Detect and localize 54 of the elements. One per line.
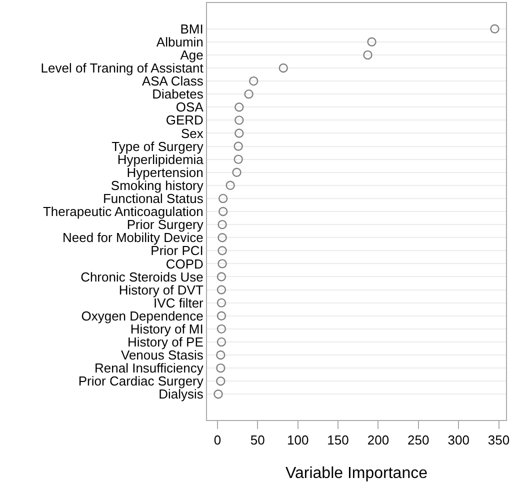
x-tick-label: 200	[367, 432, 390, 448]
point	[216, 311, 226, 320]
y-tick-label: Sex	[180, 126, 204, 141]
point	[278, 63, 288, 73]
point	[216, 376, 226, 386]
y-tick-label: Chronic Steroids Use	[80, 269, 204, 284]
y-tick-label: GERD	[166, 112, 204, 128]
point	[218, 194, 228, 204]
y-tick-label: Age	[180, 47, 204, 62]
point	[363, 50, 372, 60]
y-tick-label: Diabetes	[152, 86, 204, 102]
point	[218, 220, 227, 230]
x-axis-title: Variable Importance	[286, 465, 428, 482]
y-tick-label: OSA	[176, 100, 204, 115]
point	[234, 142, 243, 151]
x-tick-label: 100	[286, 432, 309, 448]
point	[234, 102, 244, 112]
point	[226, 180, 235, 190]
point	[234, 128, 244, 138]
point	[216, 363, 226, 373]
x-tick-label: 350	[488, 432, 510, 448]
point	[216, 337, 226, 347]
point	[218, 232, 227, 242]
point	[216, 272, 226, 282]
point	[214, 390, 223, 399]
point	[216, 350, 226, 360]
point	[490, 24, 500, 34]
point	[232, 168, 242, 177]
point	[216, 285, 226, 294]
point	[234, 116, 244, 125]
point	[218, 206, 228, 216]
x-tick-label: 0	[214, 432, 222, 448]
x-tick-label: 50	[250, 432, 265, 448]
y-tick-label: History of DVT	[118, 282, 204, 298]
point	[234, 154, 243, 164]
y-tick-label: ASA Class	[142, 74, 204, 89]
y-tick-label: BMI	[180, 21, 204, 36]
point	[216, 298, 226, 308]
y-tick-label: Albumin	[156, 34, 204, 50]
y-tick-label: Renal Insufficiency	[94, 360, 204, 376]
y-tick-label: Therapeutic Anticoagulation	[42, 204, 204, 220]
x-tick-label: 150	[327, 432, 349, 448]
point	[218, 259, 227, 268]
point	[249, 76, 258, 86]
x-tick-label: 300	[448, 432, 470, 448]
x-tick-label: 250	[408, 432, 430, 448]
point	[367, 37, 376, 46]
y-tick-label: Type of Surgery	[112, 138, 204, 154]
y-tick-label: Oxygen Dependence	[81, 308, 204, 324]
point	[244, 89, 254, 99]
y-tick-label: History of MI	[130, 321, 204, 336]
y-tick-label: COPD	[166, 256, 204, 272]
point	[216, 324, 226, 334]
point	[218, 246, 227, 256]
